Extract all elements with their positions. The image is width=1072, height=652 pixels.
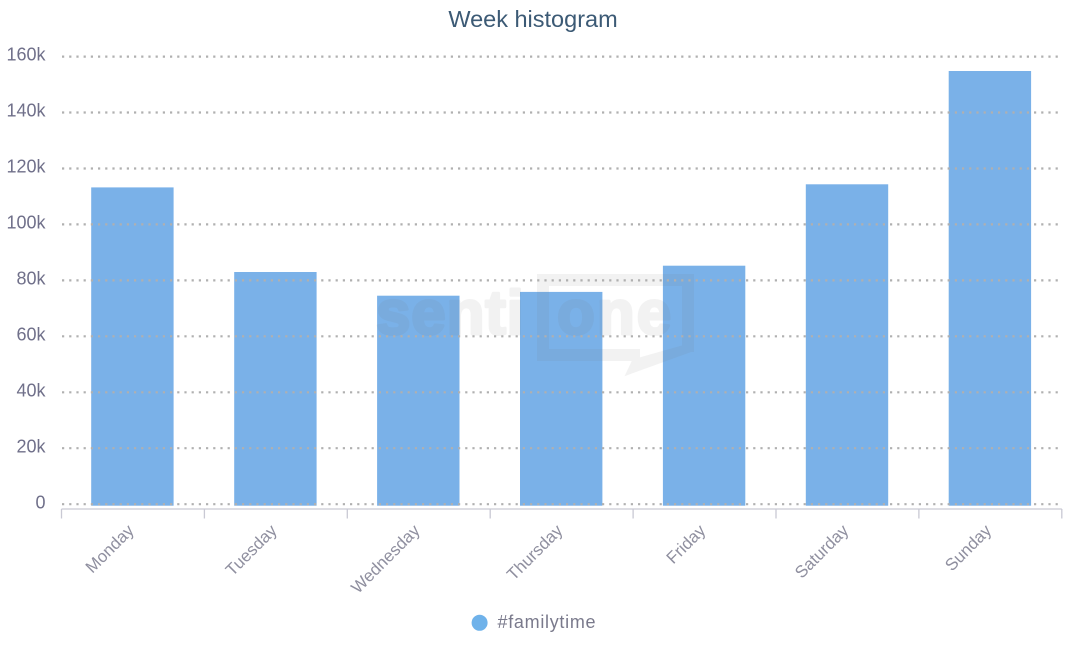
svg-text:Sunday: Sunday	[941, 521, 995, 575]
svg-text:0: 0	[35, 492, 45, 512]
svg-text:140k: 140k	[6, 101, 46, 121]
svg-text:Monday: Monday	[82, 521, 138, 577]
svg-text:100k: 100k	[6, 213, 46, 233]
svg-text:Saturday: Saturday	[791, 521, 853, 583]
svg-text:senti: senti	[376, 279, 525, 348]
svg-text:40k: 40k	[16, 380, 46, 400]
svg-text:120k: 120k	[6, 157, 46, 177]
svg-text:Thursday: Thursday	[503, 521, 567, 585]
svg-text:Week histogram: Week histogram	[448, 6, 617, 32]
svg-text:Tuesday: Tuesday	[222, 521, 281, 580]
svg-text:Wednesday: Wednesday	[347, 521, 424, 598]
svg-text:80k: 80k	[16, 269, 46, 289]
svg-text:20k: 20k	[16, 436, 46, 456]
svg-text:one: one	[557, 279, 673, 348]
svg-text:160k: 160k	[6, 45, 46, 65]
svg-text:60k: 60k	[16, 324, 46, 344]
svg-text:Friday: Friday	[663, 521, 710, 568]
svg-text:#familytime: #familytime	[498, 612, 597, 632]
